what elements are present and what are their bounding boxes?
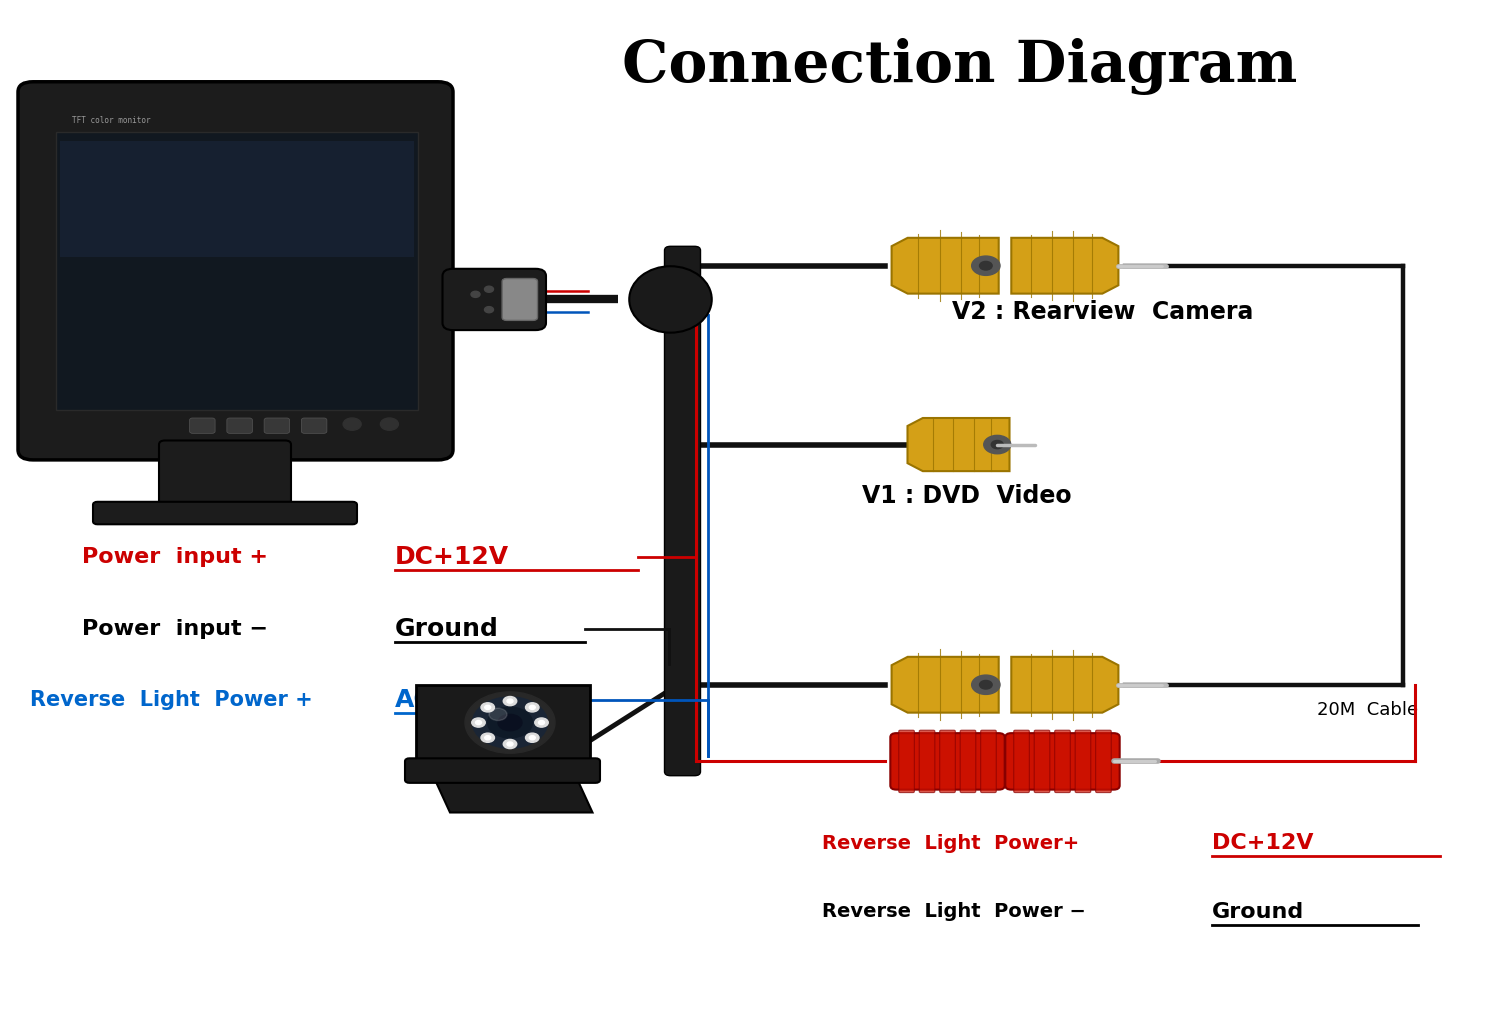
Text: Power  input −: Power input − [82,618,268,639]
Polygon shape [435,780,592,812]
FancyBboxPatch shape [226,418,252,433]
Circle shape [504,740,516,748]
Polygon shape [1011,657,1119,712]
FancyBboxPatch shape [1076,730,1090,793]
Circle shape [536,718,549,728]
FancyBboxPatch shape [981,730,996,793]
Circle shape [980,681,992,689]
Text: DC+12V: DC+12V [394,545,508,569]
Circle shape [507,742,513,746]
Circle shape [471,291,480,297]
Polygon shape [891,238,999,293]
FancyBboxPatch shape [503,279,537,320]
Text: 20M  Cable: 20M Cable [1317,701,1418,719]
FancyBboxPatch shape [159,440,291,515]
Text: Reverse  Light  Power −: Reverse Light Power − [822,902,1086,921]
Polygon shape [891,657,999,712]
Text: Connection Diagram: Connection Diagram [622,38,1298,95]
Circle shape [484,307,494,313]
Circle shape [972,257,1000,275]
Circle shape [504,697,516,705]
Circle shape [344,418,362,430]
FancyBboxPatch shape [56,132,419,410]
Circle shape [471,718,486,728]
FancyBboxPatch shape [1014,730,1029,793]
FancyBboxPatch shape [264,418,290,433]
FancyBboxPatch shape [1034,730,1050,793]
Circle shape [472,697,548,748]
Circle shape [530,705,536,709]
FancyBboxPatch shape [891,733,1005,790]
Circle shape [381,418,399,430]
Circle shape [525,703,538,712]
FancyBboxPatch shape [960,730,976,793]
FancyBboxPatch shape [1005,733,1119,790]
Text: Reverse  Light  Power +: Reverse Light Power + [30,690,312,710]
Circle shape [482,733,495,742]
Ellipse shape [630,266,712,333]
FancyBboxPatch shape [1054,730,1071,793]
Circle shape [984,435,1011,454]
Circle shape [980,262,992,270]
Circle shape [530,736,536,740]
Circle shape [465,692,555,753]
FancyBboxPatch shape [189,418,214,433]
Circle shape [489,708,507,721]
Text: Ground: Ground [394,616,498,641]
Polygon shape [908,418,1010,471]
Circle shape [476,721,482,725]
Circle shape [484,705,490,709]
Circle shape [972,676,1000,694]
Circle shape [482,703,495,712]
Circle shape [484,736,490,740]
Polygon shape [416,685,590,766]
Text: Ground: Ground [1212,901,1304,922]
Text: V1 : DVD  Video: V1 : DVD Video [862,483,1072,508]
FancyBboxPatch shape [302,418,327,433]
FancyBboxPatch shape [405,758,600,783]
Text: Power  input +: Power input + [82,547,268,567]
Circle shape [484,286,494,292]
Circle shape [538,721,544,725]
FancyBboxPatch shape [939,730,956,793]
Text: V2 : Rearview  Camera: V2 : Rearview Camera [952,299,1254,324]
FancyBboxPatch shape [18,82,453,460]
Circle shape [525,733,538,742]
Circle shape [507,699,513,703]
Circle shape [498,714,522,731]
Circle shape [488,707,532,738]
Polygon shape [1011,238,1119,293]
FancyBboxPatch shape [898,730,915,793]
Text: DC+12V: DC+12V [1212,833,1314,853]
FancyBboxPatch shape [664,246,700,776]
FancyBboxPatch shape [1095,730,1112,793]
FancyBboxPatch shape [93,502,357,524]
FancyBboxPatch shape [60,141,414,258]
FancyBboxPatch shape [442,269,546,330]
FancyBboxPatch shape [920,730,934,793]
Text: Reverse  Light  Power+: Reverse Light Power+ [822,834,1080,852]
Text: ACC: ACC [394,688,450,712]
Text: TFT color monitor: TFT color monitor [72,115,150,125]
Circle shape [992,440,1004,449]
